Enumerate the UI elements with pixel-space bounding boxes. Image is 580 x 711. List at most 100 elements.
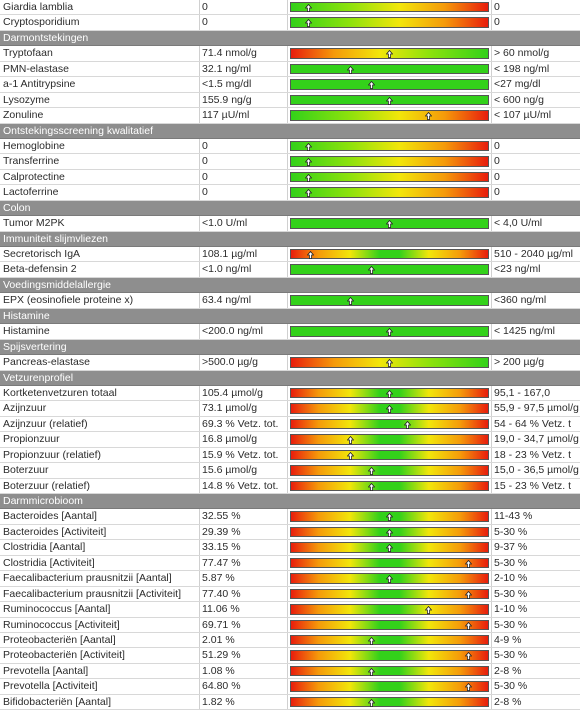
range-indicator bbox=[288, 679, 492, 694]
reference-range: 5-30 % bbox=[494, 587, 528, 600]
test-name: Proteobacteriën [Activiteit] bbox=[0, 648, 200, 663]
range-indicator bbox=[288, 663, 492, 679]
arrow-up-icon bbox=[425, 112, 433, 120]
reference-range: <360 ng/ml bbox=[494, 294, 547, 307]
range-indicator bbox=[288, 169, 492, 185]
gradient-bar bbox=[290, 171, 489, 183]
arrow-up-icon bbox=[305, 189, 313, 198]
reference-range: 0 bbox=[494, 155, 500, 168]
table-row: Bacteroides [Activiteit] 29.39 % 5-30 % bbox=[0, 524, 580, 541]
test-name: Bacteroides [Activiteit] bbox=[0, 524, 200, 540]
gradient-bar bbox=[290, 619, 489, 630]
range-indicator bbox=[288, 432, 492, 447]
reference-range: 5-30 % bbox=[494, 649, 528, 662]
arrow-up-icon bbox=[305, 4, 313, 12]
range-indicator bbox=[288, 61, 492, 77]
range-indicator bbox=[288, 185, 492, 200]
table-row: Azijnzuur 73.1 µmol/g 55,9 - 97,5 µmol/g bbox=[0, 401, 580, 417]
result-value: 51.29 % bbox=[200, 648, 288, 663]
arrow-up-icon bbox=[346, 297, 354, 306]
gradient-bar bbox=[290, 542, 489, 553]
section-header: Colon bbox=[0, 200, 580, 217]
gradient-bar bbox=[290, 557, 489, 569]
arrow-up-icon bbox=[368, 482, 376, 491]
reference-range: 0 bbox=[494, 170, 500, 183]
gradient-bar bbox=[290, 79, 489, 90]
reference-range: 510 - 2040 µg/ml bbox=[494, 248, 574, 260]
gradient-bar bbox=[290, 264, 489, 275]
section-title: Darmontstekingen bbox=[3, 31, 89, 44]
reference-range: 2-8 % bbox=[494, 695, 522, 708]
gradient-bar bbox=[290, 449, 489, 461]
reference-range: 2-8 % bbox=[494, 664, 522, 677]
range-indicator bbox=[288, 385, 492, 401]
test-name: EPX (eosinofiele proteine x) bbox=[0, 293, 200, 308]
test-name: Zonuline bbox=[0, 108, 200, 123]
reference-range: 5-30 % bbox=[494, 680, 528, 693]
table-row: Propionzuur 16.8 µmol/g 19,0 - 34,7 µmol/g bbox=[0, 432, 580, 448]
range-indicator bbox=[288, 15, 492, 30]
test-name: Clostridia [Activiteit] bbox=[0, 555, 200, 571]
arrow-up-icon bbox=[386, 544, 393, 553]
range-indicator bbox=[288, 447, 492, 463]
gradient-bar bbox=[290, 511, 489, 522]
test-name: Boterzuur (relatief) bbox=[0, 478, 200, 493]
result-value: 0 bbox=[200, 0, 288, 15]
test-name: Hemoglobine bbox=[0, 138, 200, 154]
gradient-bar bbox=[290, 604, 489, 615]
arrow-up-icon bbox=[386, 513, 393, 522]
range-indicator bbox=[288, 262, 492, 277]
range-indicator bbox=[288, 648, 492, 663]
test-name: Kortketenvetzuren totaal bbox=[0, 385, 200, 401]
arrow-up-icon bbox=[305, 173, 313, 182]
result-value: 117 µU/ml bbox=[200, 108, 288, 123]
range-indicator bbox=[288, 401, 492, 416]
table-row: Ruminococcus [Aantal] 11.06 % 1-10 % bbox=[0, 602, 580, 618]
range-indicator bbox=[288, 355, 492, 370]
test-name: Tumor M2PK bbox=[0, 216, 200, 231]
table-row: Proteobacteriën [Activiteit] 51.29 % 5-30 … bbox=[0, 648, 580, 664]
reference-range: 9-37 % bbox=[494, 541, 528, 554]
reference-range: 0 bbox=[494, 16, 500, 29]
range-indicator bbox=[288, 0, 492, 15]
reference-range: 0 bbox=[494, 1, 500, 13]
table-row: Boterzuur 15.6 µmol/g 15,0 - 36,5 µmol/g bbox=[0, 463, 580, 479]
gradient-bar bbox=[290, 48, 489, 59]
range-indicator bbox=[288, 138, 492, 154]
range-indicator bbox=[288, 617, 492, 632]
result-value: 108.1 µg/ml bbox=[200, 247, 288, 262]
result-value: 0 bbox=[200, 154, 288, 169]
result-value: 64.80 % bbox=[200, 679, 288, 694]
reference-range: 54 - 64 % Vetz. t bbox=[494, 417, 572, 430]
reference-range: < 198 ng/ml bbox=[494, 62, 550, 75]
test-name: Calprotectine bbox=[0, 169, 200, 185]
table-row: Bifidobacteriën [Aantal] 1.82 % 2-8 % bbox=[0, 694, 580, 711]
test-name: a-1 Antitrypsine bbox=[0, 77, 200, 92]
range-indicator bbox=[288, 92, 492, 108]
test-name: Beta-defensin 2 bbox=[0, 262, 200, 277]
table-row: Secretorisch IgA 108.1 µg/ml 510 - 2040 µg… bbox=[0, 247, 580, 263]
range-indicator bbox=[288, 324, 492, 339]
reference-range: 95,1 - 167,0 bbox=[494, 386, 551, 399]
gradient-bar bbox=[290, 434, 489, 445]
reference-range: < 4,0 U/ml bbox=[494, 217, 543, 230]
test-name: PMN-elastase bbox=[0, 61, 200, 77]
gradient-bar bbox=[290, 665, 489, 677]
result-value: 77.47 % bbox=[200, 555, 288, 571]
result-value: <1.0 U/ml bbox=[200, 216, 288, 231]
test-name: Ruminococcus [Aantal] bbox=[0, 602, 200, 617]
reference-range: 0 bbox=[494, 139, 500, 152]
section-header: Darmontstekingen bbox=[0, 30, 580, 47]
table-row: Tumor M2PK <1.0 U/ml < 4,0 U/ml bbox=[0, 216, 580, 232]
result-value: 5.87 % bbox=[200, 571, 288, 586]
range-indicator bbox=[288, 247, 492, 262]
result-value: 0 bbox=[200, 185, 288, 200]
test-name: Proteobacteriën [Aantal] bbox=[0, 632, 200, 648]
arrow-up-icon bbox=[386, 328, 393, 337]
table-row: Bacteroides [Aantal] 32.55 % 11-43 % bbox=[0, 509, 580, 525]
result-value: 32.1 ng/ml bbox=[200, 61, 288, 77]
test-name: Bacteroides [Aantal] bbox=[0, 509, 200, 524]
gradient-bar bbox=[290, 387, 489, 399]
arrow-up-icon bbox=[307, 251, 315, 259]
reference-range: 11-43 % bbox=[494, 510, 533, 523]
